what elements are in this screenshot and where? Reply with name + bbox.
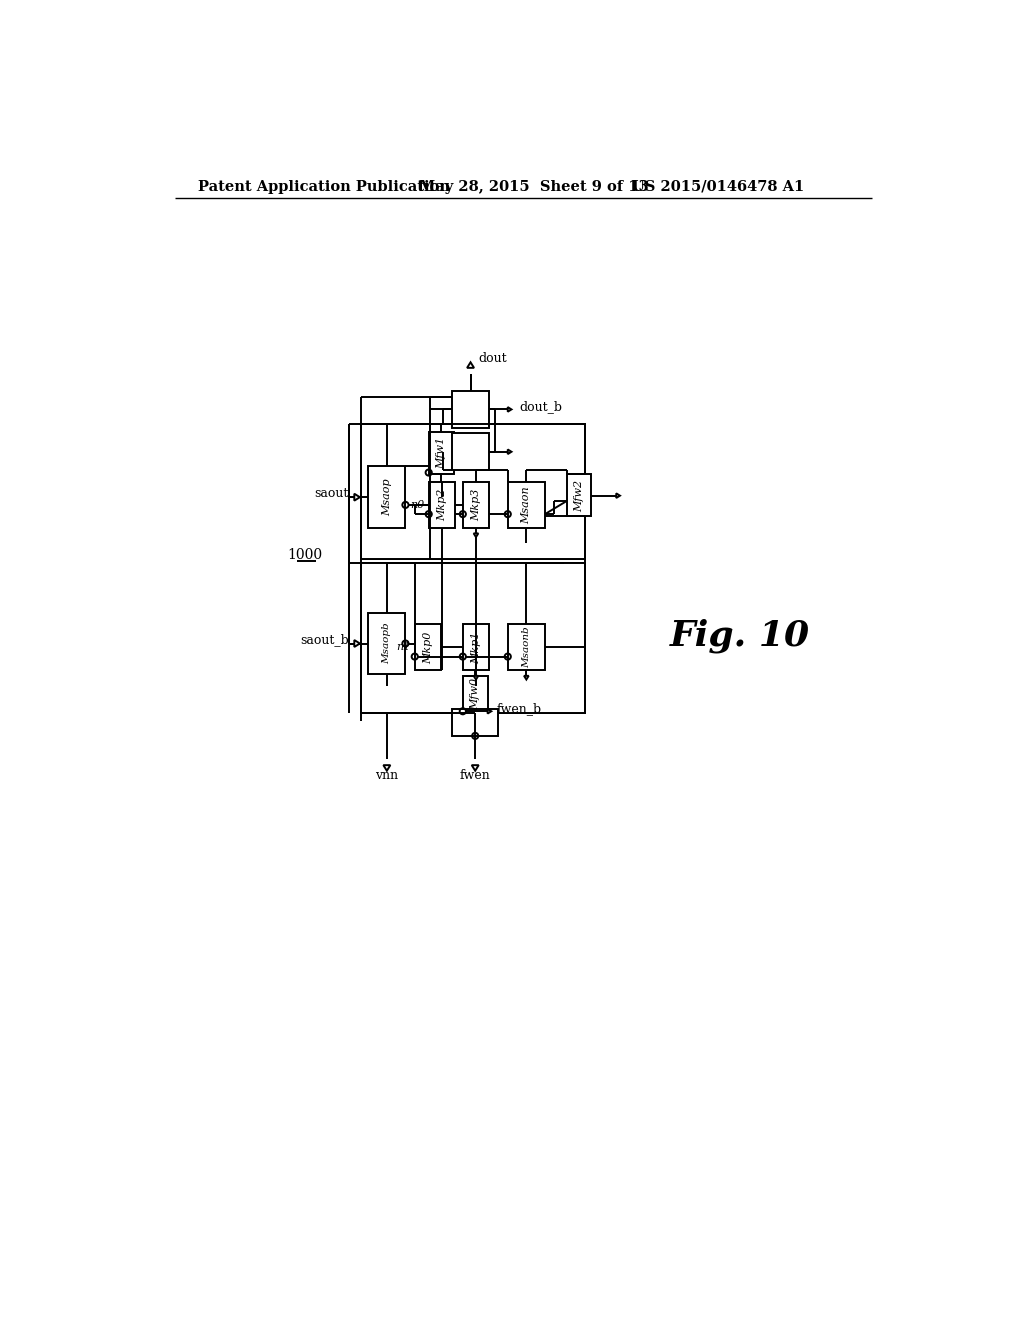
Bar bbox=[429, 482, 455, 528]
Text: fwen: fwen bbox=[460, 770, 490, 783]
Bar bbox=[452, 391, 489, 428]
Polygon shape bbox=[508, 407, 511, 412]
Text: Msaopb: Msaopb bbox=[382, 623, 391, 664]
Text: Mkp3: Mkp3 bbox=[471, 488, 481, 521]
Text: dout: dout bbox=[478, 352, 507, 366]
Bar bbox=[508, 624, 545, 671]
Bar bbox=[369, 612, 406, 675]
Bar bbox=[463, 624, 489, 671]
Text: US 2015/0146478 A1: US 2015/0146478 A1 bbox=[632, 180, 804, 194]
Text: Mkp2: Mkp2 bbox=[437, 488, 446, 521]
Text: dout_b: dout_b bbox=[519, 400, 562, 413]
Text: May 28, 2015  Sheet 9 of 13: May 28, 2015 Sheet 9 of 13 bbox=[419, 180, 648, 194]
Polygon shape bbox=[472, 766, 478, 771]
Text: n1: n1 bbox=[396, 643, 411, 652]
Text: Msaon: Msaon bbox=[521, 486, 531, 524]
Bar bbox=[508, 482, 545, 528]
Text: saout_b: saout_b bbox=[300, 634, 349, 647]
Bar bbox=[360, 424, 586, 558]
Bar bbox=[452, 709, 499, 737]
Text: Mfw1: Mfw1 bbox=[436, 437, 446, 470]
Bar bbox=[360, 424, 586, 558]
Bar bbox=[463, 676, 487, 713]
Bar bbox=[566, 474, 592, 516]
Bar bbox=[429, 432, 454, 474]
Polygon shape bbox=[354, 494, 359, 500]
Polygon shape bbox=[474, 533, 478, 537]
Polygon shape bbox=[616, 494, 620, 498]
Text: Msaonb: Msaonb bbox=[522, 627, 530, 668]
Text: saout: saout bbox=[314, 487, 349, 500]
Text: Fig. 10: Fig. 10 bbox=[670, 619, 810, 653]
Text: Msaop: Msaop bbox=[382, 478, 392, 516]
Bar bbox=[452, 433, 489, 470]
Bar bbox=[360, 562, 586, 713]
Text: fwen_b: fwen_b bbox=[497, 702, 542, 714]
Text: vnn: vnn bbox=[375, 770, 398, 783]
Polygon shape bbox=[474, 676, 478, 680]
Text: Mfw0: Mfw0 bbox=[470, 678, 480, 710]
Polygon shape bbox=[354, 640, 359, 647]
Polygon shape bbox=[508, 449, 511, 454]
Text: n0: n0 bbox=[411, 500, 425, 510]
Text: Mfw2: Mfw2 bbox=[574, 479, 584, 512]
Text: Mkp0: Mkp0 bbox=[423, 631, 433, 664]
Bar bbox=[360, 562, 586, 713]
Polygon shape bbox=[524, 676, 528, 680]
Bar bbox=[463, 482, 489, 528]
Bar bbox=[415, 624, 441, 671]
Polygon shape bbox=[467, 362, 474, 368]
Polygon shape bbox=[383, 766, 390, 771]
Text: Mkp1: Mkp1 bbox=[471, 631, 481, 664]
Text: Patent Application Publication: Patent Application Publication bbox=[198, 180, 450, 194]
Polygon shape bbox=[487, 709, 492, 714]
Bar bbox=[369, 466, 406, 528]
Text: 1000: 1000 bbox=[287, 548, 323, 562]
